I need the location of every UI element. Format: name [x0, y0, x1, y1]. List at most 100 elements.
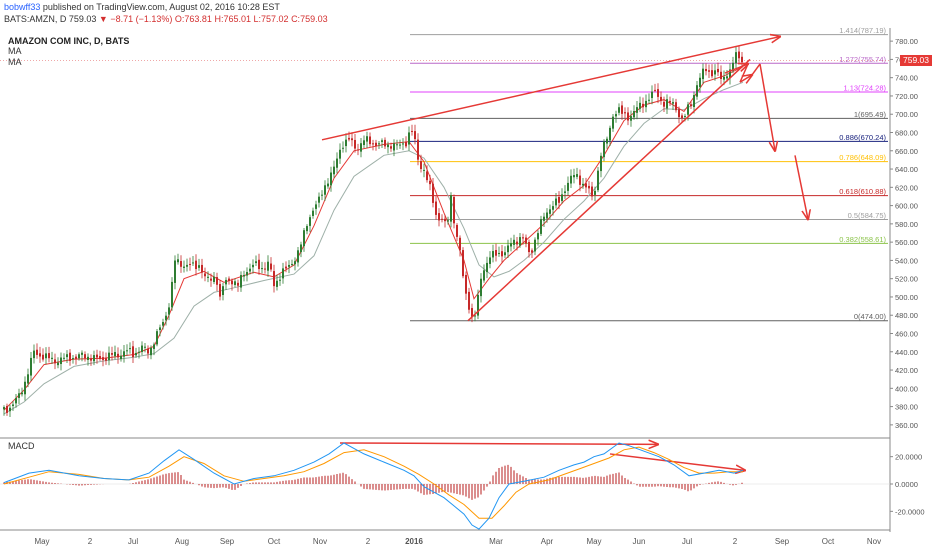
- ma-label-1[interactable]: MA: [8, 46, 22, 56]
- candle-body: [501, 251, 503, 257]
- candle-body: [723, 76, 725, 80]
- candle-body: [615, 114, 617, 117]
- candle-body: [81, 352, 83, 355]
- candle-body: [51, 357, 53, 359]
- macd-label[interactable]: MACD: [8, 441, 35, 451]
- macd-tick-label: -20.0000: [895, 507, 925, 516]
- macd-divergence-arrow-1: [339, 443, 658, 444]
- fib-level-label: 0.886(670.24): [839, 133, 886, 142]
- candle-body: [177, 259, 179, 263]
- price-tick-label: 540.00: [895, 256, 918, 265]
- candle-body: [543, 216, 545, 221]
- candle-body: [231, 280, 233, 285]
- candle-body: [402, 143, 404, 145]
- time-tick-label: Jul: [682, 537, 692, 546]
- candle-body: [18, 393, 20, 398]
- candle-body: [243, 275, 245, 277]
- candle-body: [690, 104, 692, 107]
- candle-body: [315, 204, 317, 209]
- candle-body: [699, 77, 701, 88]
- upper-trendline: [321, 37, 780, 141]
- candle-body: [540, 219, 542, 234]
- candle-body: [309, 217, 311, 226]
- candle-body: [105, 358, 107, 361]
- candle-body: [576, 174, 578, 177]
- price-tick-label: 580.00: [895, 220, 918, 229]
- candle-body: [729, 69, 731, 79]
- price-tick-label: 600.00: [895, 202, 918, 211]
- candle-body: [513, 239, 515, 245]
- candle-body: [312, 210, 314, 216]
- price-tick-label: 500.00: [895, 293, 918, 302]
- candle-body: [75, 356, 77, 359]
- candle-body: [198, 265, 200, 268]
- candle-body: [426, 171, 428, 181]
- projection-arrow: [739, 63, 749, 83]
- candle-body: [432, 183, 434, 203]
- candle-body: [78, 354, 80, 359]
- price-tick-label: 640.00: [895, 165, 918, 174]
- candle-body: [423, 169, 425, 171]
- candle-body: [255, 261, 257, 264]
- candle-body: [360, 143, 362, 152]
- ohlc-line: BATS:AMZN, D 759.03 ▼ −8.71 (−1.13%) O:7…: [4, 14, 328, 25]
- last-price: 759.03: [68, 14, 97, 24]
- candle-body: [462, 250, 464, 277]
- candle-body: [606, 138, 608, 144]
- candle-body: [420, 161, 422, 170]
- candle-body: [591, 186, 593, 197]
- candle-body: [9, 407, 11, 412]
- candle-body: [531, 250, 533, 253]
- candle-body: [711, 70, 713, 77]
- candle-body: [273, 271, 275, 287]
- candle-body: [636, 107, 638, 113]
- candle-body: [300, 244, 302, 253]
- candle-body: [522, 237, 524, 239]
- price-tick-label: 520.00: [895, 275, 918, 284]
- candle-body: [69, 352, 71, 361]
- time-tick-label: Nov: [867, 537, 881, 546]
- close-value: C:759.03: [291, 14, 328, 24]
- candle-body: [465, 274, 467, 294]
- candle-body: [192, 262, 194, 264]
- candle-body: [270, 263, 272, 270]
- candle-body: [393, 143, 395, 151]
- projection-arrow: [759, 63, 775, 151]
- author-link[interactable]: bobwff33: [4, 2, 41, 12]
- price-tick-label: 400.00: [895, 384, 918, 393]
- price-tick-label: 780.00: [895, 37, 918, 46]
- candle-body: [549, 209, 551, 214]
- candle-body: [60, 357, 62, 365]
- candle-body: [156, 331, 158, 345]
- candle-body: [510, 243, 512, 247]
- candle-body: [195, 260, 197, 270]
- candle-body: [249, 268, 251, 272]
- candle-body: [534, 239, 536, 252]
- candle-body: [726, 76, 728, 79]
- ma-slow-line: [3, 81, 744, 415]
- publish-info: published on TradingView.com, August 02,…: [42, 2, 280, 12]
- ma-label-2[interactable]: MA: [8, 57, 22, 67]
- candle-body: [372, 143, 374, 145]
- macd-line: [3, 442, 744, 530]
- time-tick-label: Oct: [822, 537, 835, 546]
- candle-body: [456, 224, 458, 237]
- candle-body: [99, 356, 101, 359]
- price-tick-label: 440.00: [895, 348, 918, 357]
- fib-level-label: 1.13(724.28): [843, 84, 886, 93]
- time-tick-label: Aug: [175, 537, 189, 546]
- candle-body: [216, 277, 218, 285]
- candle-body: [384, 139, 386, 147]
- fib-level-label: 1.272(755.74): [839, 55, 886, 64]
- candle-body: [516, 241, 518, 245]
- candle-body: [408, 132, 410, 145]
- candle-body: [21, 392, 23, 395]
- candle-body: [33, 350, 35, 359]
- price-tick-label: 720.00: [895, 92, 918, 101]
- candle-body: [123, 351, 125, 357]
- candle-body: [162, 322, 164, 326]
- candle-body: [414, 131, 416, 140]
- candle-body: [264, 268, 266, 270]
- macd-tick-label: 20.0000: [895, 453, 922, 462]
- candle-body: [54, 359, 56, 364]
